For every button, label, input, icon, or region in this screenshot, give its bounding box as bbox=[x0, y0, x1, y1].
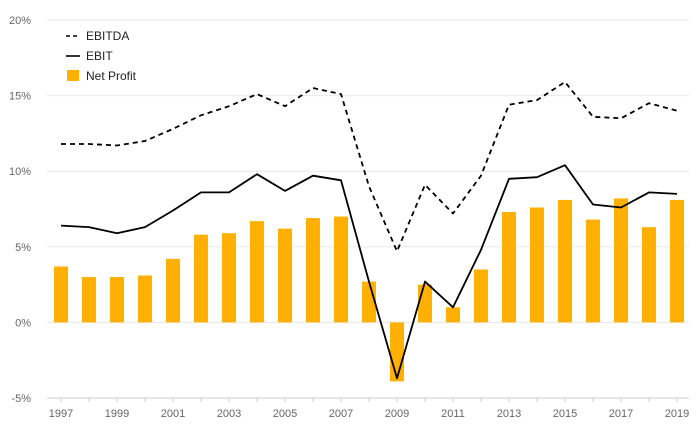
legend-label-ebitda: EBITDA bbox=[86, 29, 129, 43]
bar-net-profit-2009 bbox=[390, 322, 404, 382]
bar-net-profit-2000 bbox=[138, 275, 152, 323]
bar-net-profit-2004 bbox=[250, 221, 264, 323]
bar-net-profit-2016 bbox=[586, 219, 600, 323]
bar-net-profit-2013 bbox=[502, 212, 516, 323]
gridlines bbox=[47, 19, 689, 323]
x-tick-label: 2011 bbox=[441, 408, 465, 420]
x-tick-label: 2007 bbox=[329, 408, 353, 420]
y-tick-label: -5% bbox=[11, 393, 31, 405]
y-tick-label: 20% bbox=[9, 15, 31, 27]
bar-net-profit-1997 bbox=[54, 266, 68, 323]
bar-net-profit-2007 bbox=[334, 216, 348, 323]
x-tick-label: 2001 bbox=[161, 408, 185, 420]
bar-net-profit-2017 bbox=[614, 198, 628, 323]
x-tick-label: 2005 bbox=[273, 408, 297, 420]
y-tick-label: 10% bbox=[9, 166, 31, 178]
bar-net-profit-2012 bbox=[474, 269, 488, 323]
bar-net-profit-2019 bbox=[670, 199, 684, 323]
y-axis: -5% 0% 5% 10% 15% 20% bbox=[9, 15, 31, 405]
y-tick-label: 5% bbox=[15, 242, 31, 254]
bar-net-profit-2002 bbox=[194, 234, 208, 323]
line-ebit bbox=[60, 164, 678, 380]
bar-net-profit-2006 bbox=[306, 218, 320, 323]
x-tick-label: 1999 bbox=[105, 408, 129, 420]
bar-net-profit-2005 bbox=[278, 228, 292, 323]
x-tick-label: 2003 bbox=[217, 408, 241, 420]
bar-net-profit-2003 bbox=[222, 233, 236, 323]
bar-net-profit-2008 bbox=[362, 281, 376, 323]
bar-net-profit-2015 bbox=[558, 199, 572, 323]
x-tick-label: 2019 bbox=[665, 408, 689, 420]
x-axis: 1997 1999 2001 2003 2005 2007 2009 2011 2013 2015… bbox=[47, 397, 689, 420]
bar-net-profit-2011 bbox=[446, 307, 460, 323]
line-ebitda bbox=[61, 81, 678, 253]
y-tick-label: 0% bbox=[15, 317, 31, 329]
bar-net-profit-2001 bbox=[166, 258, 180, 323]
bar-net-profit-2014 bbox=[530, 207, 544, 323]
legend-label-ebit: EBIT bbox=[86, 49, 113, 63]
line-series bbox=[60, 81, 678, 380]
x-tick-label: 2013 bbox=[497, 408, 521, 420]
legend: EBITDA EBIT Net Profit bbox=[66, 29, 137, 83]
bar-net-profit-1998 bbox=[82, 277, 96, 323]
x-tick-label: 2017 bbox=[609, 408, 633, 420]
legend-swatch-net-profit bbox=[67, 70, 79, 81]
x-tick-label: 2015 bbox=[553, 408, 577, 420]
bar-net-profit-2018 bbox=[642, 227, 656, 323]
x-tick-label: 2009 bbox=[385, 408, 409, 420]
x-tick-label: 1997 bbox=[49, 408, 73, 420]
legend-label-net-profit: Net Profit bbox=[86, 69, 137, 83]
net-profit-bars bbox=[54, 198, 684, 382]
y-tick-label: 15% bbox=[9, 91, 31, 103]
bar-net-profit-2010 bbox=[418, 284, 432, 323]
bar-net-profit-1999 bbox=[110, 277, 124, 323]
